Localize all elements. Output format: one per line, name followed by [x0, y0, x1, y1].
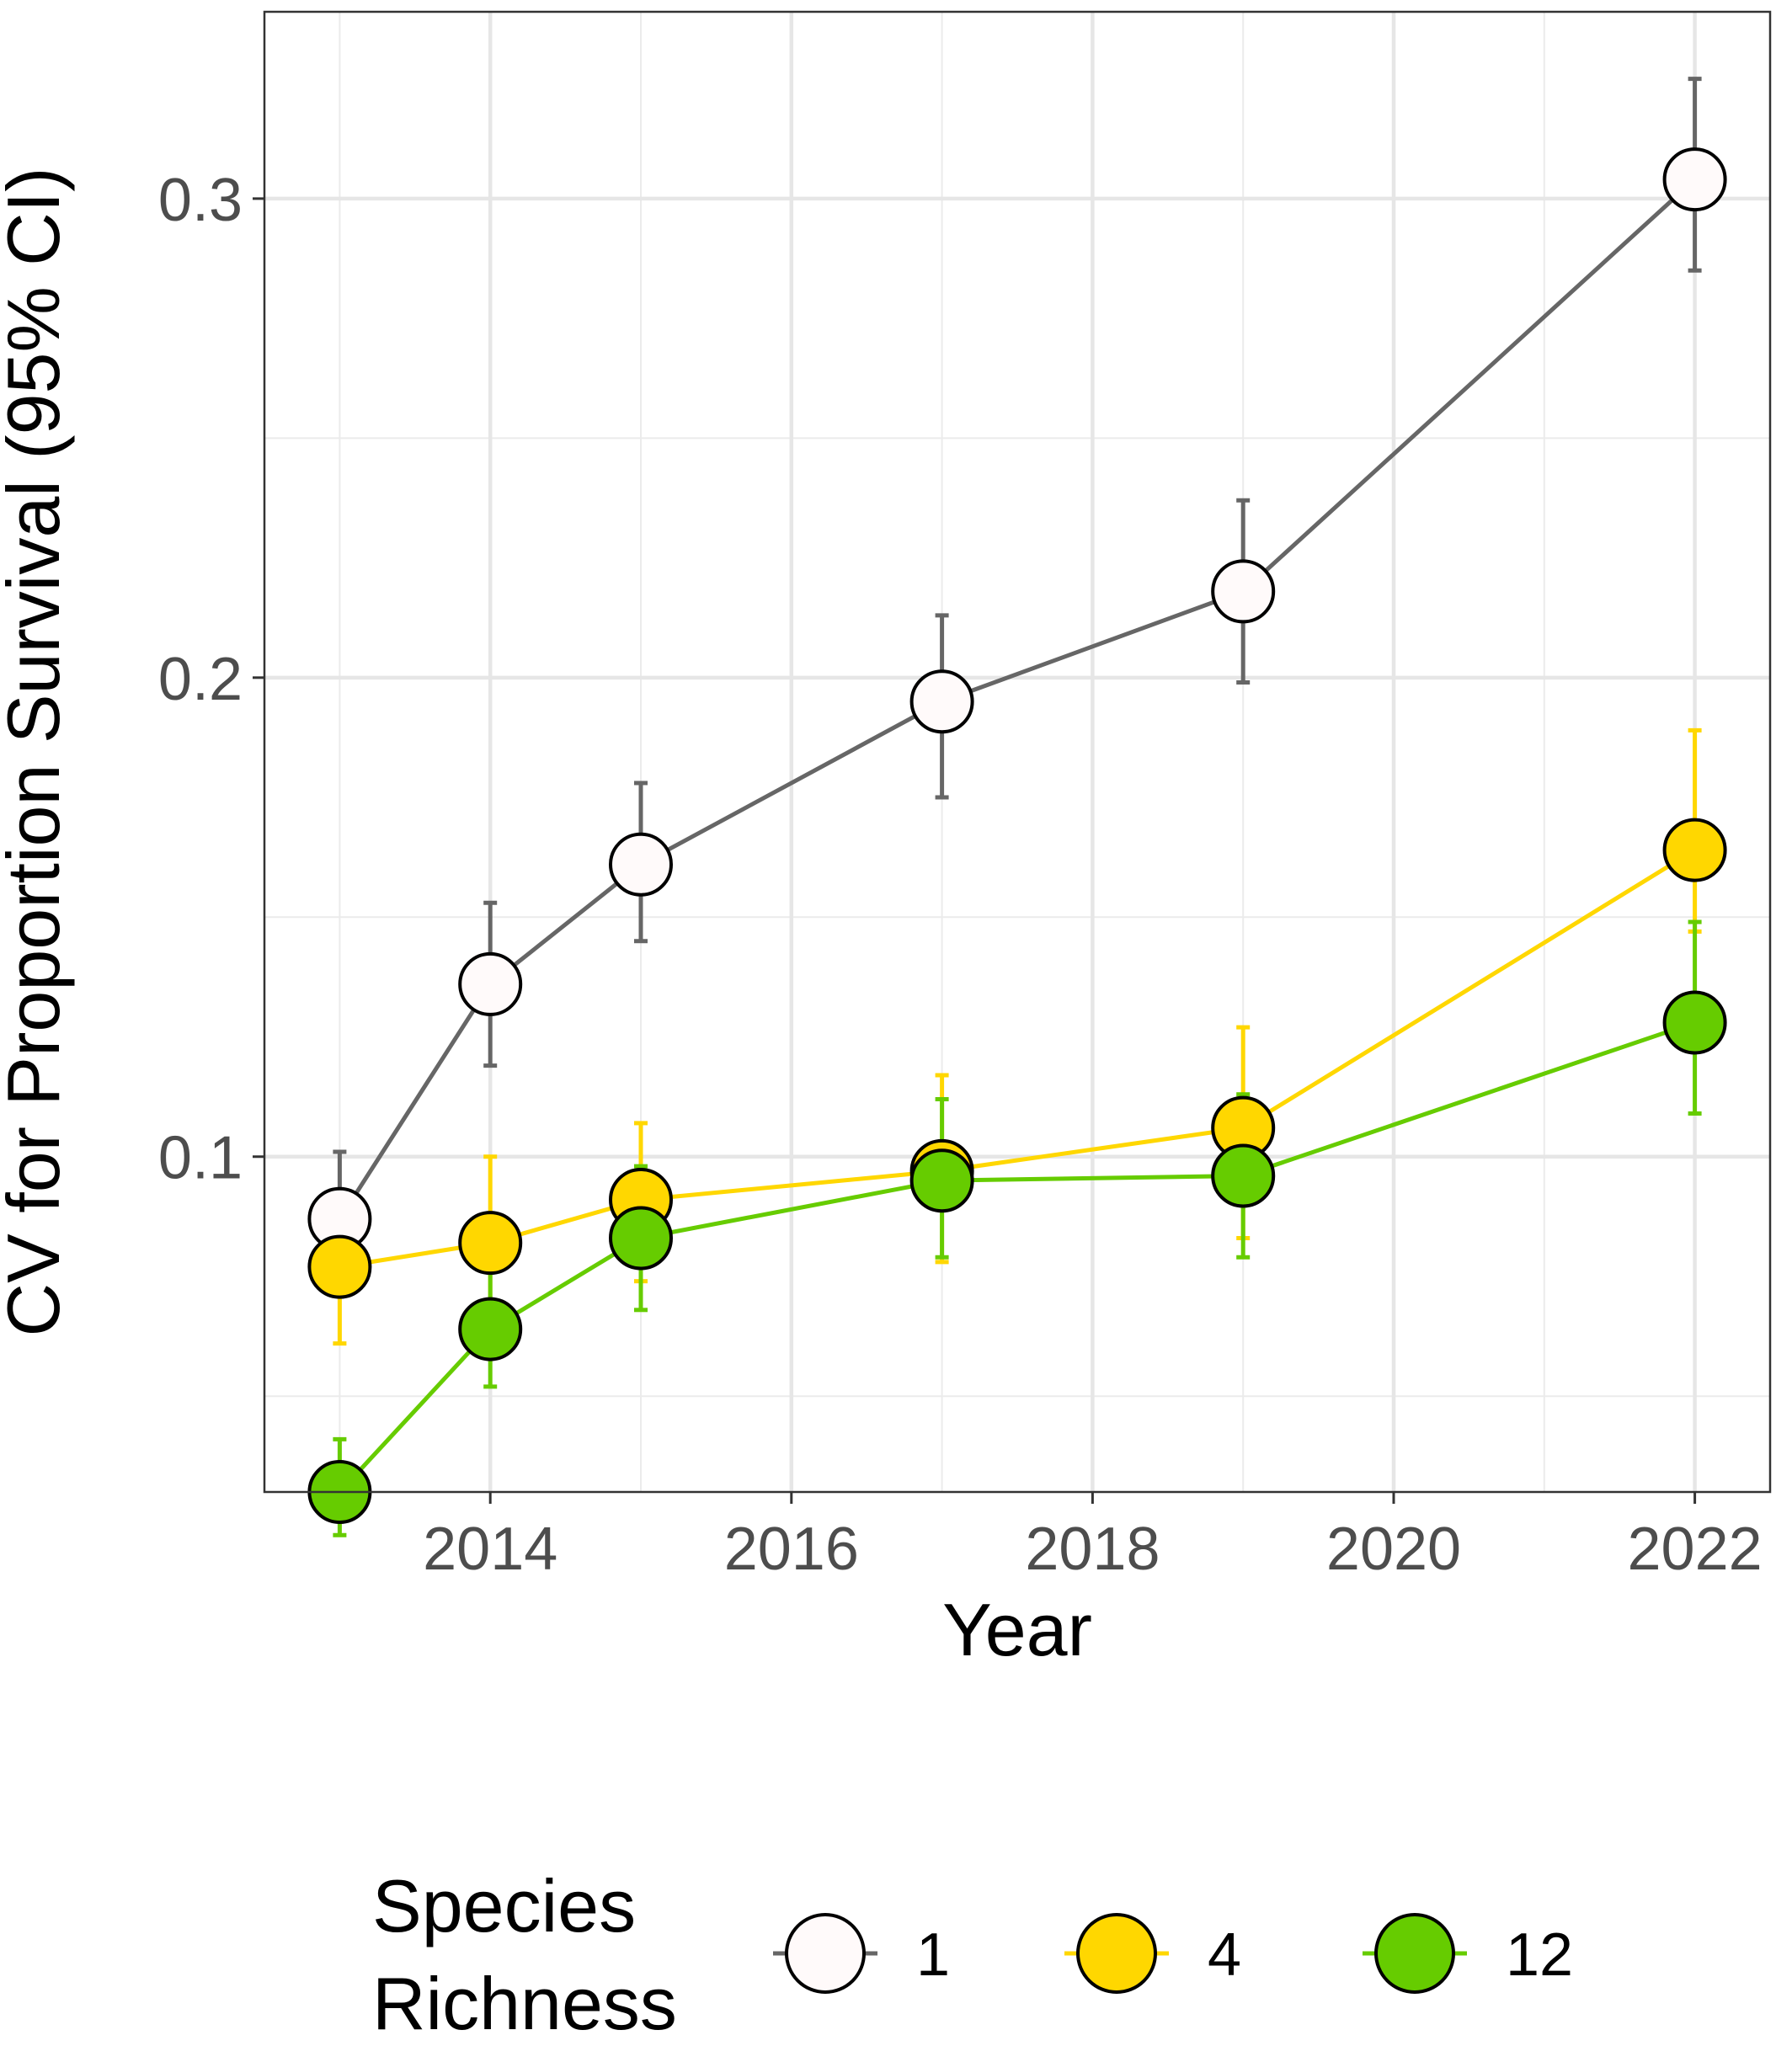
x-tick-label: 2018	[1025, 1516, 1160, 1583]
data-point	[909, 1148, 974, 1213]
data-point	[1211, 559, 1276, 624]
data-point	[458, 1297, 523, 1361]
legend-key-point	[1374, 1913, 1455, 1994]
legend-title-line-1: Species	[372, 1864, 636, 1947]
y-axis-title: CV for Proportion Survival (95% CI)	[0, 168, 75, 1337]
legend-title-line-2: Richness	[372, 1962, 677, 2045]
data-point	[458, 951, 523, 1016]
x-tick-label: 2022	[1628, 1516, 1763, 1583]
legend-keys: 1 4 12	[773, 1913, 1573, 1994]
legend-key-point	[785, 1913, 866, 1994]
data-points	[307, 147, 1727, 1524]
legend-key-point	[1076, 1913, 1157, 1994]
series-line	[338, 178, 1697, 1221]
legend-label: 1	[916, 1921, 950, 1989]
y-tick-label: 0.1	[158, 1125, 243, 1192]
grid-major	[264, 12, 1770, 1492]
data-point	[1662, 147, 1727, 212]
x-tick-label: 2014	[423, 1516, 557, 1583]
data-point	[609, 832, 673, 897]
data-point	[609, 1206, 673, 1271]
y-tick-label: 0.2	[158, 646, 243, 713]
legend-label: 12	[1506, 1921, 1573, 1989]
legend: Species Richness 1 4 12	[372, 1864, 1573, 2045]
plot-border	[263, 10, 1772, 1494]
data-point	[307, 1234, 372, 1299]
data-point	[1211, 1143, 1276, 1208]
data-point	[909, 669, 974, 734]
y-tick-label: 0.3	[158, 167, 243, 234]
x-tick-label: 2020	[1326, 1516, 1461, 1583]
data-point	[458, 1211, 523, 1276]
x-axis-title: Year	[942, 1588, 1092, 1671]
y-axis: 0.1 0.2 0.3	[158, 167, 264, 1192]
data-point	[1662, 990, 1727, 1055]
data-point	[1662, 818, 1727, 882]
series-line	[338, 1020, 1696, 1494]
x-tick-label: 2016	[724, 1516, 859, 1583]
x-axis: 2014 2016 2018 2020 2022	[423, 1492, 1763, 1583]
legend-label: 4	[1208, 1921, 1241, 1989]
